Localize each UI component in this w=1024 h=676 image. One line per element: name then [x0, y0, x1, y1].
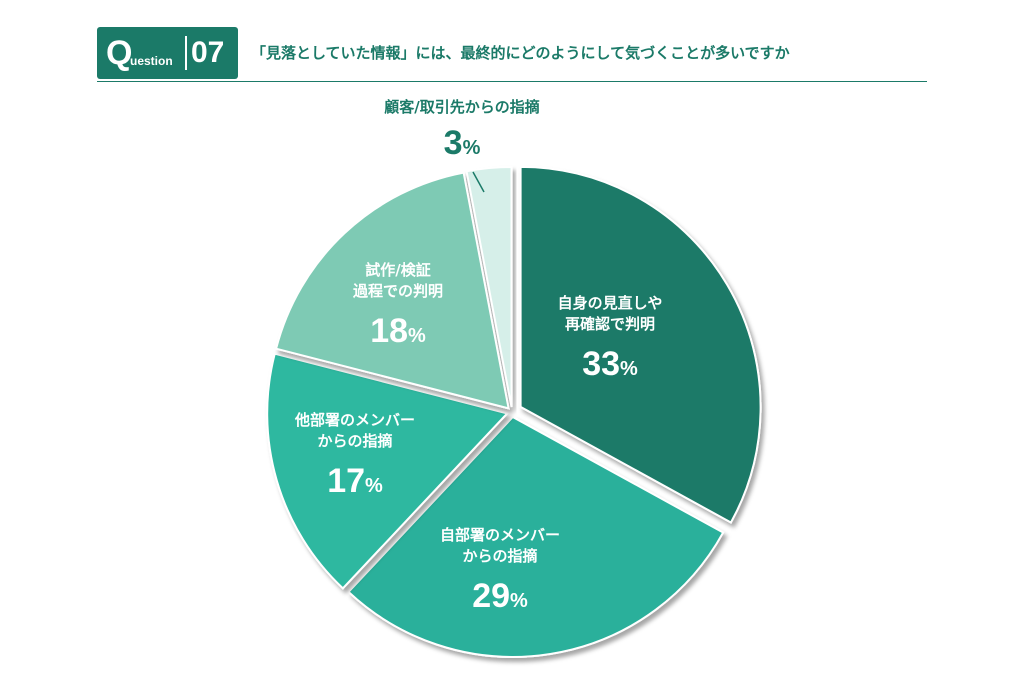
- slice-percent: 33%: [582, 345, 638, 383]
- leader-line: [472, 171, 485, 193]
- slice-label-line: 過程での判明: [352, 282, 443, 300]
- slice-label-line: 再確認で判明: [565, 315, 655, 333]
- slice-percent: 29%: [472, 577, 528, 615]
- question-badge-uestion: uestion: [130, 54, 173, 68]
- pie-slice-2: [266, 352, 510, 590]
- question-badge: Q uestion 07: [97, 27, 238, 79]
- slice-percent: 3%: [444, 124, 481, 162]
- question-badge-q: Q: [106, 34, 133, 72]
- pie-slice-0: [519, 165, 762, 524]
- header-rule: [97, 81, 927, 82]
- slice-label-line: からの指摘: [462, 547, 537, 565]
- slice-percent: 17%: [327, 462, 383, 500]
- question-badge-divider: [185, 36, 187, 70]
- slice-label-line: 自身の見直しや: [558, 294, 663, 312]
- slice-label-line: 自部署のメンバー: [440, 526, 560, 544]
- question-number: 07: [191, 36, 225, 69]
- pie-slice-3: [274, 171, 510, 410]
- slice-label-line: 試作/検証: [365, 261, 430, 279]
- pie-slice-1: [347, 415, 725, 658]
- slice-label-line: からの指摘: [317, 432, 392, 450]
- slice-percent: 18%: [370, 312, 426, 350]
- slice-label-4: 顧客/取引先からの指摘 3%: [384, 98, 539, 162]
- pie-slice-4: [465, 166, 513, 408]
- question-text: 「見落としていた情報」には、最終的にどのようにして気づくことが多いですか: [251, 44, 790, 62]
- slice-label-line: 顧客/取引先からの指摘: [384, 98, 539, 116]
- slice-label-line: 他部署のメンバー: [294, 411, 415, 429]
